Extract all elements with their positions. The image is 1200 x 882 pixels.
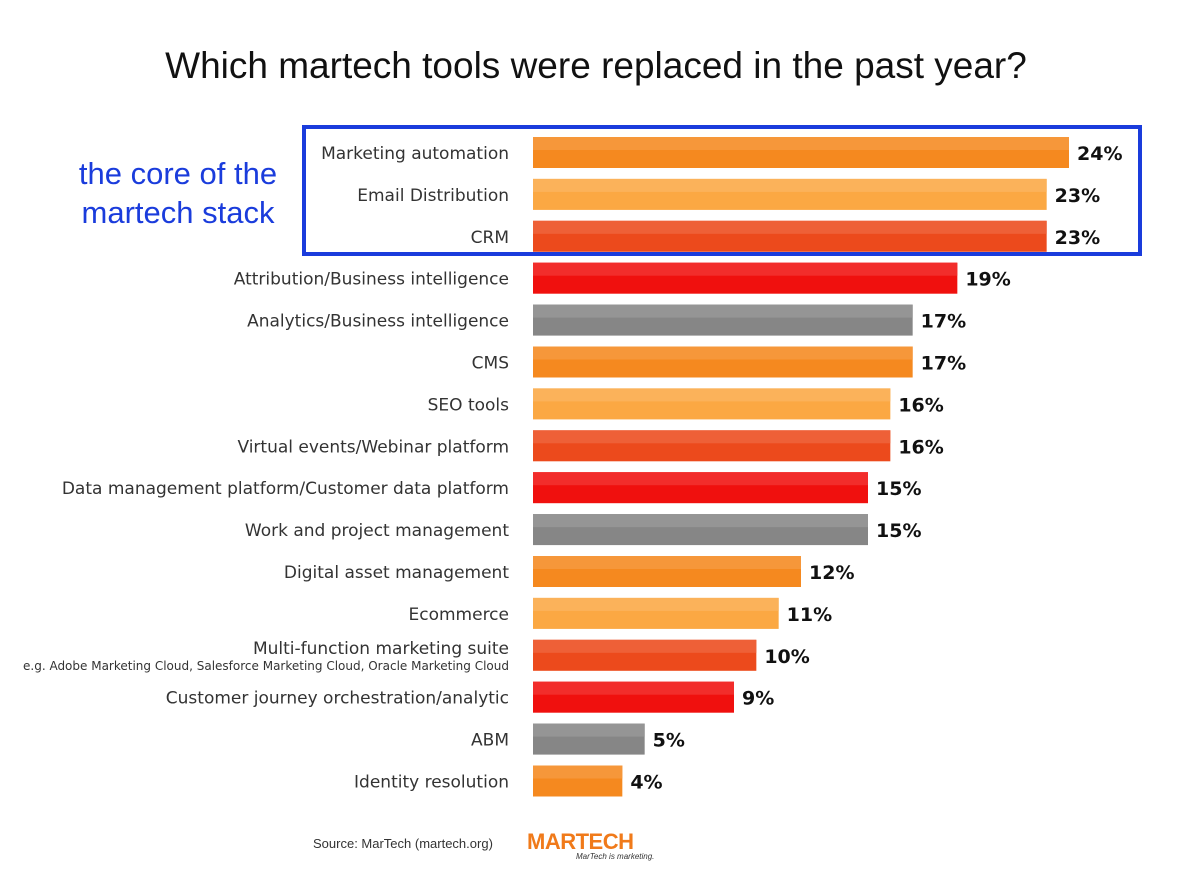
value-label-cms: 17% [921, 353, 966, 375]
bar-highlight-work-and-project-management [533, 514, 868, 528]
value-label-virtual-events-webinar-platform: 16% [898, 436, 943, 458]
bar-highlight-identity-resolution [533, 765, 623, 779]
martech-logo: MARTECH MarTech is marketing. [527, 829, 654, 861]
bar-highlight-attribution-business-intelligence [533, 262, 958, 276]
value-label-crm: 23% [1055, 227, 1100, 249]
bar-highlight-digital-asset-management [533, 556, 801, 569]
category-label-multi-function-marketing-suite: Multi-function marketing suite [253, 639, 509, 659]
bar-highlight-marketing-automation [533, 137, 1069, 150]
category-label-crm: CRM [471, 228, 509, 248]
category-label-email-distribution: Email Distribution [357, 186, 509, 206]
value-label-ecommerce: 11% [787, 604, 832, 626]
bar-highlight-customer-journey-orchestration-analytic [533, 681, 734, 695]
bar-highlight-ecommerce [533, 597, 779, 611]
category-label-seo-tools: SEO tools [428, 395, 510, 415]
category-label-identity-resolution: Identity resolution [354, 773, 509, 793]
core-stack-highlight-box [302, 125, 1142, 256]
category-label-customer-journey-orchestration-analytic: Customer journey orchestration/analytic [166, 689, 509, 709]
value-label-seo-tools: 16% [898, 394, 943, 416]
bar-highlight-analytics-business-intelligence [533, 304, 913, 318]
category-label-attribution-business-intelligence: Attribution/Business intelligence [234, 270, 509, 290]
bar-highlight-email-distribution [533, 178, 1047, 192]
value-label-marketing-automation: 24% [1077, 143, 1122, 165]
logo-tagline: MarTech is marketing. [576, 852, 654, 861]
category-label-virtual-events-webinar-platform: Virtual events/Webinar platform [237, 437, 509, 457]
bar-highlight-data-management-platform-customer-data-platform [533, 472, 868, 486]
value-label-identity-resolution: 4% [630, 772, 662, 794]
bar-highlight-crm [533, 220, 1047, 234]
value-label-data-management-platform-customer-data-platform: 15% [876, 478, 921, 500]
value-label-analytics-business-intelligence: 17% [921, 311, 966, 333]
value-label-email-distribution: 23% [1055, 185, 1100, 207]
chart-title: Which martech tools were replaced in the… [165, 45, 1027, 86]
category-label-work-and-project-management: Work and project management [245, 521, 509, 541]
value-label-digital-asset-management: 12% [809, 562, 854, 584]
bar-highlight-cms [533, 346, 913, 360]
bar-highlight-seo-tools [533, 388, 891, 402]
category-label-digital-asset-management: Digital asset management [284, 563, 509, 583]
category-sublabel-multi-function-marketing-suite: e.g. Adobe Marketing Cloud, Salesforce M… [23, 659, 509, 673]
category-label-cms: CMS [472, 354, 509, 374]
bars-group: Marketing automation 24% Email Distributio… [23, 137, 1122, 797]
annotation-line-1: the core of the [79, 156, 277, 191]
category-label-analytics-business-intelligence: Analytics/Business intelligence [247, 312, 509, 332]
value-label-customer-journey-orchestration-analytic: 9% [742, 688, 774, 710]
category-label-ecommerce: Ecommerce [409, 605, 510, 625]
value-label-multi-function-marketing-suite: 10% [764, 646, 809, 668]
bar-highlight-multi-function-marketing-suite [533, 639, 757, 653]
value-label-abm: 5% [653, 730, 685, 752]
annotation-line-2: martech stack [82, 195, 275, 230]
source-note: Source: MarTech (martech.org) [313, 836, 493, 851]
value-label-attribution-business-intelligence: 19% [965, 269, 1010, 291]
bar-highlight-virtual-events-webinar-platform [533, 430, 891, 444]
bar-highlight-abm [533, 723, 645, 737]
logo-wordmark: MARTECH [527, 829, 634, 854]
category-label-data-management-platform-customer-data-platform: Data management platform/Customer data p… [62, 479, 509, 499]
value-label-work-and-project-management: 15% [876, 520, 921, 542]
category-label-abm: ABM [471, 731, 509, 751]
category-label-marketing-automation: Marketing automation [321, 144, 509, 164]
